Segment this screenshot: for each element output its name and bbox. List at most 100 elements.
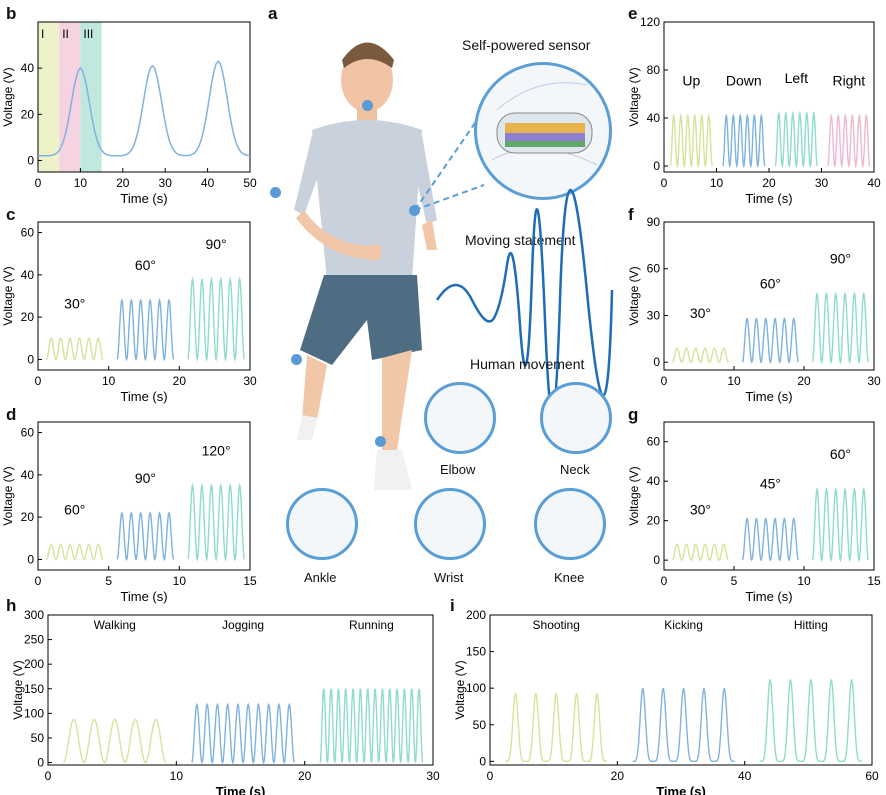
y-tick-label: 50 — [31, 731, 45, 745]
part-label-ankle: Ankle — [304, 570, 337, 585]
y-tick-label: 0 — [27, 552, 34, 566]
y-tick-label: 250 — [24, 633, 44, 647]
y-tick-label: 90 — [647, 215, 661, 229]
y-tick-label: 20 — [21, 310, 35, 324]
series-annotation: 45° — [760, 476, 781, 492]
x-tick-label: 5 — [105, 574, 112, 588]
series-line-1 — [116, 511, 175, 561]
ankle-image — [286, 488, 358, 560]
y-tick-label: 40 — [647, 474, 661, 488]
y-tick-label: 200 — [466, 608, 486, 622]
chart-f: 0 10 20 30 0 30 60 90 Time (s) Voltage (V) 30° 60° 9… — [620, 200, 886, 404]
series-line-2 — [319, 688, 424, 763]
x-axis-label: Time (s) — [120, 589, 167, 604]
y-tick-label: 0 — [653, 553, 660, 567]
y-axis-label: Voltage (V) — [453, 660, 467, 719]
series-annotation: Left — [785, 70, 808, 86]
x-tick-label: 50 — [243, 176, 257, 190]
x-tick-label: 10 — [74, 176, 88, 190]
plot-frame — [489, 614, 873, 766]
x-tick-label: 40 — [201, 176, 215, 190]
chart-svg-c: 0 10 20 30 0 20 40 60 Time (s) Voltage (V) 30° 60° 9… — [1, 221, 257, 404]
x-tick-label: 10 — [173, 574, 187, 588]
y-axis-label: Voltage (V) — [627, 466, 641, 525]
series-annotation: Shooting — [533, 618, 580, 632]
x-tick-label: 10 — [170, 769, 184, 783]
x-tick-label: 40 — [738, 769, 752, 783]
plot-frame — [663, 421, 875, 571]
chart-c: 0 10 20 30 0 20 40 60 Time (s) Voltage (V) 30° 60° 9… — [0, 200, 262, 404]
knee-image — [534, 488, 606, 560]
y-axis-label: Voltage (V) — [1, 266, 15, 325]
series-annotation: Walking — [94, 618, 136, 632]
neck-image — [540, 382, 612, 454]
x-tick-label: 5 — [731, 574, 738, 588]
x-tick-label: 20 — [116, 176, 130, 190]
y-tick-label: 60 — [21, 226, 35, 240]
series-line-0 — [672, 543, 729, 561]
y-tick-label: 150 — [466, 645, 486, 659]
y-tick-label: 30 — [647, 308, 661, 322]
y-tick-label: 60 — [21, 426, 35, 440]
y-tick-label: 20 — [647, 514, 661, 528]
runner-figure — [294, 42, 437, 490]
x-axis-label: Time (s) — [120, 389, 167, 404]
x-axis-label: Time (s) — [216, 784, 266, 795]
panel-label-b: b — [6, 4, 17, 23]
series-line-0 — [62, 718, 167, 764]
series-line-0 — [505, 693, 608, 762]
series-line-1 — [191, 702, 296, 765]
x-tick-label: 30 — [243, 374, 257, 388]
x-tick-label: 20 — [762, 176, 776, 190]
chart-i: 0 20 40 60 0 50 100 150 200 Time (s) Voltage (V) Sh… — [445, 595, 886, 795]
series-line-1 — [632, 688, 735, 762]
chart-b: I II III 0 10 20 30 40 50 0 20 40 Time (s) Voltage (V… — [0, 0, 262, 206]
x-axis-label: Time (s) — [745, 191, 792, 206]
x-axis-label: Time (s) — [745, 589, 792, 604]
y-tick-label: 60 — [647, 262, 661, 276]
y-tick-label: 120 — [640, 15, 660, 29]
panel-label-g: g — [628, 405, 639, 424]
x-tick-label: 20 — [298, 769, 312, 783]
sensor-dot-wrist — [409, 205, 420, 216]
x-tick-label: 0 — [35, 374, 42, 388]
y-tick-label: 0 — [653, 159, 660, 173]
chart-svg-d: 0 5 10 15 0 20 40 60 Time (s) Voltage (V) 60° 90° 12… — [1, 421, 257, 604]
region-label: III — [83, 27, 93, 41]
series-line-0 — [46, 337, 104, 361]
series-line-1 — [741, 517, 800, 562]
y-axis-label: Voltage (V) — [11, 660, 25, 719]
series-line-1 — [116, 298, 175, 362]
x-axis-label: Time (s) — [745, 389, 792, 404]
sensor-dot-neck — [362, 100, 373, 111]
series-annotation: 60° — [830, 446, 851, 462]
y-tick-label: 100 — [24, 706, 44, 720]
center-illustration: Self-powered sensor Moving statement Hum… — [262, 0, 620, 595]
plot-frame — [37, 21, 251, 173]
y-tick-label: 20 — [21, 510, 35, 524]
series-annotation: Jogging — [222, 618, 264, 632]
region-3 — [80, 22, 102, 172]
series-annotation: 60° — [135, 257, 156, 273]
series-line-2 — [811, 486, 870, 563]
chart-d: 0 5 10 15 0 20 40 60 Time (s) Voltage (V) 60° 90° 12… — [0, 400, 262, 604]
panel-label-a: a — [268, 4, 278, 23]
x-tick-label: 0 — [661, 176, 668, 190]
series-annotation: 90° — [205, 236, 226, 252]
plot-frame — [37, 221, 251, 371]
series-annotation: 30° — [690, 305, 711, 321]
plot-frame — [37, 421, 251, 571]
series-annotation: 30° — [690, 501, 711, 517]
x-tick-label: 30 — [159, 176, 173, 190]
y-tick-label: 0 — [27, 153, 34, 167]
series-line-2 — [187, 276, 245, 362]
region-label: I — [41, 27, 44, 41]
x-tick-label: 15 — [243, 574, 257, 588]
movement-title: Human movement — [470, 356, 585, 372]
y-tick-label: 0 — [27, 352, 34, 366]
y-tick-label: 150 — [24, 682, 44, 696]
series-annotation: Hitting — [794, 618, 828, 632]
series-line-0 — [669, 113, 713, 169]
